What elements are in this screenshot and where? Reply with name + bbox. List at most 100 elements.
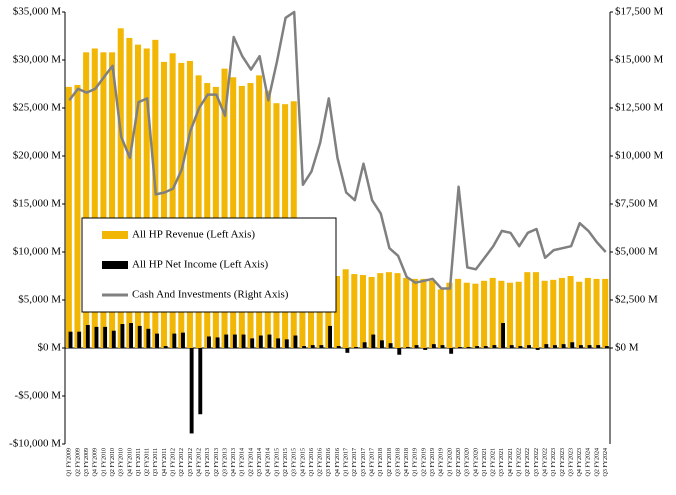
bar [377,273,384,348]
bar [91,48,98,348]
legend-label: All HP Net Income (Left Axis) [132,259,268,271]
bar [65,86,72,348]
x-tick-label: Q3 FY2019 [430,448,436,477]
x-tick-label: Q1 FY2022 [517,448,523,477]
legend-swatch [102,231,128,239]
bar [310,345,315,348]
bar [206,336,211,348]
y2-tick-label: $10,000 M [615,150,664,162]
x-tick-label: Q3 FY2021 [499,448,505,477]
x-tick-label: Q1 FY2021 [482,448,488,477]
bar [492,345,497,348]
bar [135,44,142,348]
y2-tick-label: $5,000 M [615,246,658,258]
bar [544,344,549,348]
bar [160,61,168,349]
bar [293,335,298,348]
bar [204,83,211,348]
bar [403,277,410,348]
bar [498,280,505,348]
bar [570,342,575,348]
y-tick-label: $20,000 M [13,150,62,162]
bar [328,325,332,348]
bar [394,273,401,348]
bar [189,348,194,434]
x-tick-label: Q3 FY2014 [257,448,263,477]
bar [455,278,462,348]
bar [561,344,566,348]
x-tick-label: Q4 FY2021 [508,448,514,477]
bar [489,277,496,348]
bar [515,281,522,348]
x-tick-label: Q1 FY2023 [551,448,557,477]
bar [103,326,108,348]
bar [241,334,246,348]
x-tick-label: Q3 FY2013 [222,448,228,477]
bar [506,282,514,348]
bar [284,339,289,348]
y2-tick-label: $15,000 M [615,54,664,66]
bar [276,338,281,348]
x-tick-label: Q4 FY2009 [93,448,99,477]
x-tick-label: Q2 FY2019 [421,448,427,477]
bar [198,348,203,415]
bar [215,337,220,348]
bar [129,323,134,348]
x-tick-label: Q3 FY2011 [153,448,159,476]
y-tick-label: -$5,000 M [15,390,62,402]
x-tick-label: Q2 FY2018 [387,448,393,477]
bar [155,333,159,348]
x-tick-label: Q1 FY2009 [67,448,73,477]
x-tick-label: Q2 FY2023 [560,448,566,477]
bar [120,324,125,348]
bar [368,276,375,348]
y2-tick-label: $0 M [615,342,639,354]
bar [362,342,367,348]
bar [74,84,81,349]
bar [85,324,90,348]
bar [405,347,410,348]
bar [463,282,470,348]
bar [195,75,202,349]
bar [169,53,176,348]
bar [501,323,506,348]
bar [126,37,133,349]
bar [143,48,150,348]
y2-tick-label: $2,500 M [615,294,658,306]
bar [178,62,185,348]
x-tick-label: Q1 FY2011 [136,448,142,476]
bar [466,347,471,348]
bar [94,326,99,348]
bar [423,348,428,350]
x-tick-label: Q4 FY2014 [266,448,272,477]
bar [604,346,609,348]
bar [457,347,462,348]
y-tick-label: $5,000 M [18,294,61,306]
x-tick-label: Q1 FY2013 [205,448,211,477]
x-tick-label: Q2 FY2009 [75,448,81,477]
x-tick-label: Q2 FY2012 [179,448,185,477]
x-tick-label: Q2 FY2010 [110,448,116,477]
x-tick-label: Q4 FY2010 [127,448,133,477]
bar [250,338,255,348]
x-tick-label: Q1 FY2016 [309,448,315,477]
bar [256,75,263,349]
x-tick-label: Q4 FY2011 [162,448,168,476]
x-tick-label: Q4 FY2016 [335,448,341,477]
bar [137,325,142,348]
x-tick-label: Q3 FY2015 [292,448,298,477]
x-tick-label: Q4 FY2019 [439,448,445,477]
bar [221,68,228,348]
bar [359,275,366,348]
y-tick-label: -$10,000 M [9,438,61,450]
y-tick-label: $35,000 M [13,6,62,18]
x-tick-label: Q2 FY2016 [318,448,324,477]
x-tick-label: Q3 FY2010 [119,448,125,477]
x-tick-label: Q3 FY2018 [395,448,401,477]
bar [558,277,565,348]
x-tick-label: Q3 FY2022 [534,448,540,477]
x-tick-label: Q4 FY2022 [542,448,548,477]
x-tick-label: Q3 FY2012 [188,448,194,477]
x-tick-label: Q3 FY2017 [361,448,367,477]
